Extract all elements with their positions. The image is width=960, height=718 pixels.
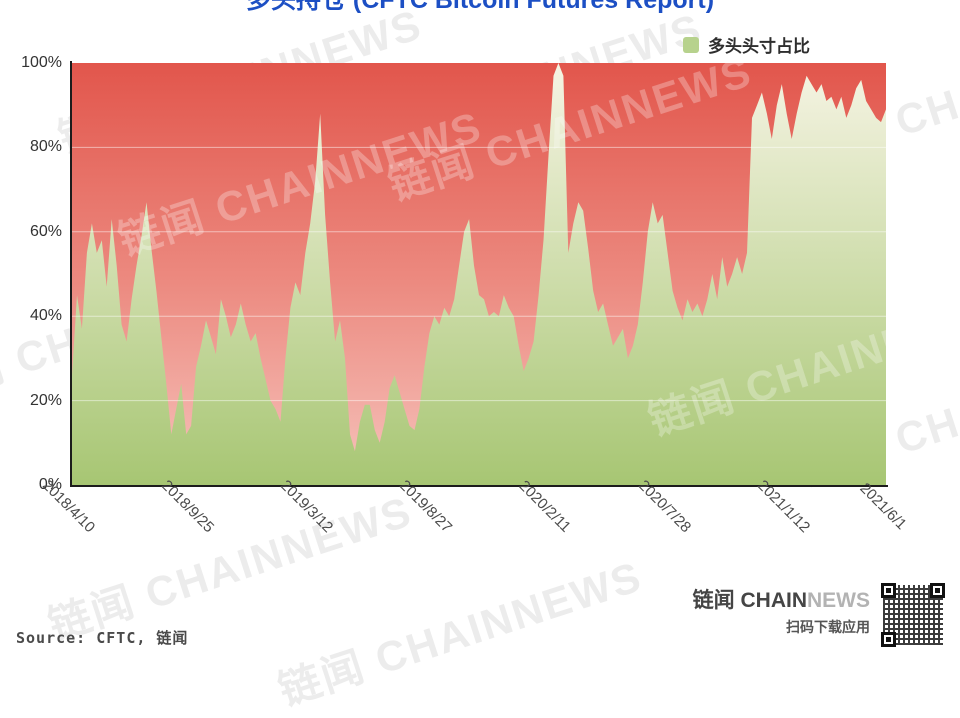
qr-finder-icon — [930, 583, 945, 598]
watermark-chainnews: 链闻 CHAINNEWS — [272, 552, 648, 715]
area-chart-plot — [72, 63, 886, 485]
qr-caption: 扫码下载应用 — [786, 619, 870, 635]
gridlines — [72, 146, 886, 402]
y-axis-tick-label: 100% — [21, 54, 62, 71]
y-axis-tick-label: 20% — [29, 391, 62, 409]
legend-label: 多头头寸占比 — [708, 37, 810, 56]
brand-logo-text: 链闻 CHAINNEWS — [693, 584, 870, 614]
qr-code — [881, 583, 945, 647]
long-position-area-series — [72, 63, 886, 485]
brand-block: 链闻 CHAINNEWS 扫码下载应用 — [693, 584, 870, 637]
source-caption: Source: CFTC, 链闻 — [16, 629, 189, 647]
brand-strong-text: 链闻 CHAIN — [692, 589, 807, 612]
page-title: 多头持仓 (CFTC Bitcoin Futures Report) — [245, 0, 715, 14]
x-axis-line — [70, 485, 888, 487]
x-axis-tick-label: 2021/6/1 — [856, 479, 910, 534]
qr-finder-icon — [881, 632, 896, 647]
y-axis-tick-label: 80% — [29, 138, 62, 156]
legend-swatch-icon — [683, 36, 699, 53]
brand-light-text: NEWS — [807, 589, 870, 612]
qr-finder-icon — [881, 583, 896, 598]
y-axis-tick-label: 40% — [29, 307, 62, 325]
y-axis-line — [70, 61, 72, 487]
legend: 多头头寸占比 — [683, 32, 810, 57]
y-axis-tick-label: 60% — [29, 222, 62, 240]
y-axis-tick-label: 0% — [38, 476, 62, 493]
